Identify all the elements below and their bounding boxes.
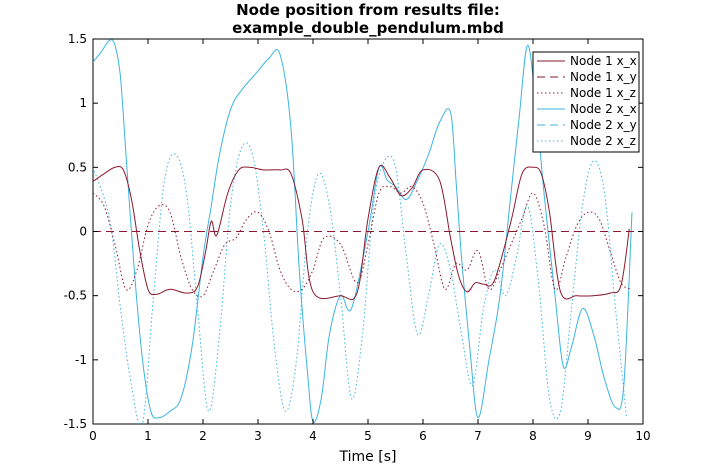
ticks-layer: 0 1 2 3 4 5 6 7 8 9 10 -1.5 -1 -0.5 0 0.5 1 1.5 (64, 32, 651, 443)
legend-label: Node 2 x_y (570, 118, 637, 132)
x-tick-label: 2 (199, 429, 207, 443)
y-tick-label: -1 (75, 353, 87, 367)
legend: Node 1 x_x Node 1 x_y Node 1 x_z Node 2 x_x… (532, 51, 640, 153)
legend-label: Node 1 x_y (570, 70, 637, 84)
x-tick-label: 9 (584, 429, 592, 443)
y-tick-label: 0.5 (68, 160, 87, 174)
x-tick-label: 6 (419, 429, 427, 443)
y-tick-label: -1.5 (64, 417, 87, 431)
x-axis-label: Time [s] (339, 449, 397, 465)
legend-label: Node 2 x_z (570, 134, 636, 148)
series-layer (93, 39, 643, 424)
x-tick-label: 4 (309, 429, 317, 443)
legend-label: Node 1 x_z (570, 86, 636, 100)
legend-box (532, 51, 640, 153)
chart-title-line2: example_double_pendulum.mbd (232, 19, 504, 37)
y-tick-label: 0 (79, 225, 87, 239)
x-tick-label: 0 (89, 429, 97, 443)
x-tick-label: 8 (529, 429, 537, 443)
x-tick-label: 7 (474, 429, 482, 443)
y-tick-label: -0.5 (64, 289, 87, 303)
series-line-node-1-x-z (93, 185, 633, 298)
series-line-node-1-x-x (93, 164, 630, 301)
chart-title-line1: Node position from results file: (236, 1, 500, 19)
y-tick-label: 1 (79, 96, 87, 110)
series-line-node-2-x-x (93, 39, 633, 423)
y-tick-label: 1.5 (68, 32, 87, 46)
x-tick-label: 1 (144, 429, 152, 443)
series-line-node-2-x-z (93, 142, 627, 424)
x-tick-label: 3 (254, 429, 262, 443)
x-tick-label: 10 (635, 429, 650, 443)
x-tick-label: 5 (364, 429, 372, 443)
legend-label: Node 1 x_x (570, 54, 637, 68)
legend-label: Node 2 x_x (570, 102, 637, 116)
